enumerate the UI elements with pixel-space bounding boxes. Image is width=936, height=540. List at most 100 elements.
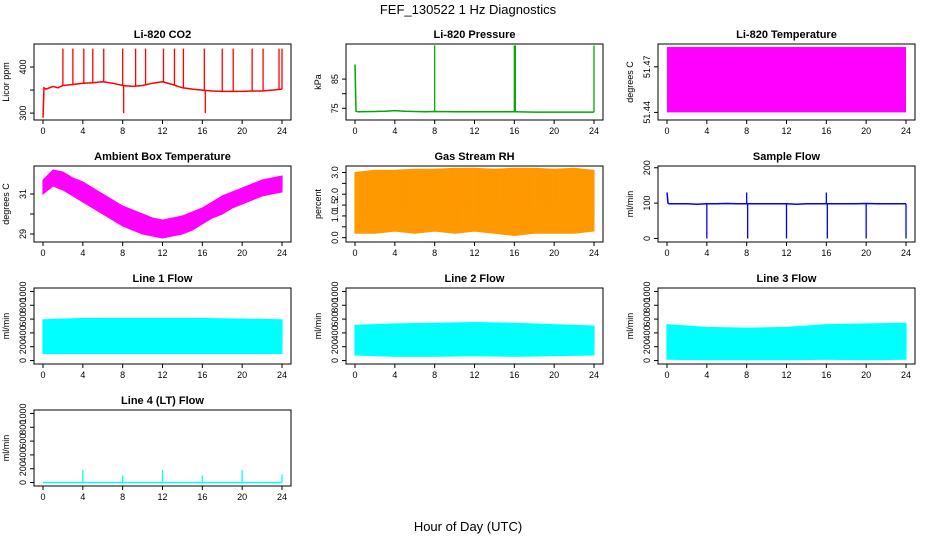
x-tick-label: 12 bbox=[781, 370, 791, 380]
x-tick-label: 12 bbox=[781, 126, 791, 136]
x-tick-label: 16 bbox=[197, 492, 207, 502]
y-tick-label: 3.0 bbox=[330, 166, 340, 179]
panel-data bbox=[666, 47, 907, 113]
panel-data bbox=[666, 192, 907, 239]
panel-frame bbox=[345, 43, 604, 121]
x-tick-label: 4 bbox=[704, 126, 709, 136]
x-tick-label: 20 bbox=[861, 126, 871, 136]
x-tick-label: 12 bbox=[157, 370, 167, 380]
figure-x-axis-label: Hour of Day (UTC) bbox=[414, 519, 522, 534]
x-tick-label: 0 bbox=[40, 248, 45, 258]
x-tick-label: 0 bbox=[40, 370, 45, 380]
y-tick-label: 600 bbox=[642, 312, 652, 327]
x-tick-label: 24 bbox=[589, 126, 599, 136]
x-tick-label: 12 bbox=[469, 248, 479, 258]
panel-title: Li-820 Temperature bbox=[736, 29, 837, 41]
y-tick-label: 51.44 bbox=[642, 101, 652, 124]
x-tick-label: 0 bbox=[40, 492, 45, 502]
panel-title: Ambient Box Temperature bbox=[94, 151, 231, 163]
panel-title: Sample Flow bbox=[753, 151, 821, 163]
x-tick-label: 16 bbox=[197, 370, 207, 380]
x-tick-label: 8 bbox=[432, 248, 437, 258]
y-tick-label: 0 bbox=[18, 358, 28, 363]
y-tick-label: 400 bbox=[330, 325, 340, 340]
x-tick-label: 0 bbox=[664, 370, 669, 380]
y-tick-label: 1000 bbox=[18, 403, 28, 423]
x-tick-label: 12 bbox=[469, 126, 479, 136]
x-tick-label: 0 bbox=[664, 248, 669, 258]
y-tick-label: 75 bbox=[330, 103, 340, 113]
panel-line2: Line 2 Flow ml/min 0 4 8 12 16 20 24 0 20040060080… bbox=[313, 273, 604, 380]
data-series-line bbox=[42, 81, 283, 118]
x-tick-label: 4 bbox=[80, 492, 85, 502]
x-tick-label: 24 bbox=[589, 248, 599, 258]
x-tick-label: 24 bbox=[589, 370, 599, 380]
y-tick-label: 600 bbox=[18, 312, 28, 327]
y-tick-label: 400 bbox=[642, 325, 652, 340]
y-tick-label: 85 bbox=[330, 74, 340, 84]
panel-line3: Line 3 Flow ml/min 0 4 8 12 16 20 24 0 20040060080… bbox=[625, 273, 916, 380]
x-tick-label: 16 bbox=[509, 126, 519, 136]
y-tick-label: 51.47 bbox=[642, 56, 652, 79]
x-tick-label: 12 bbox=[469, 370, 479, 380]
x-tick-label: 16 bbox=[509, 370, 519, 380]
x-tick-label: 16 bbox=[197, 126, 207, 136]
x-tick-label: 8 bbox=[744, 126, 749, 136]
x-tick-label: 8 bbox=[120, 126, 125, 136]
x-tick-label: 0 bbox=[352, 370, 357, 380]
panel-y-axis-label: ml/min bbox=[313, 313, 323, 340]
y-tick-label: 1000 bbox=[642, 281, 652, 301]
panel-line1: Line 1 Flow ml/min 0 4 8 12 16 20 24 0 20040060080… bbox=[1, 273, 292, 380]
y-tick-label: 2.0 bbox=[330, 188, 340, 201]
x-tick-label: 24 bbox=[277, 492, 287, 502]
y-tick-label: 200 bbox=[330, 339, 340, 354]
x-tick-label: 4 bbox=[80, 370, 85, 380]
panel-y-axis-label: kPa bbox=[313, 74, 323, 90]
x-tick-label: 24 bbox=[277, 248, 287, 258]
panel-title: Line 4 (LT) Flow bbox=[121, 395, 204, 407]
panel-data bbox=[354, 45, 595, 113]
y-tick-label: 0 bbox=[642, 358, 652, 363]
y-tick-label: 1.5 bbox=[330, 199, 340, 212]
y-tick-label: 200 bbox=[642, 339, 652, 354]
x-tick-label: 4 bbox=[80, 126, 85, 136]
x-tick-label: 24 bbox=[901, 126, 911, 136]
panel-y-axis-label: degrees C bbox=[1, 183, 11, 225]
panel-sample_flow: Sample Flow ml/min 0 4 8 12 16 20 24 0 100 200 bbox=[625, 151, 916, 258]
x-tick-label: 8 bbox=[432, 126, 437, 136]
y-tick-label: 800 bbox=[18, 298, 28, 313]
x-tick-label: 20 bbox=[237, 126, 247, 136]
y-tick-label: 400 bbox=[18, 325, 28, 340]
x-tick-label: 4 bbox=[392, 248, 397, 258]
panel-box_temp: Ambient Box Temperature degrees C 0 4 8 12 16 2… bbox=[1, 151, 292, 258]
x-tick-label: 4 bbox=[704, 370, 709, 380]
y-tick-label: 100 bbox=[642, 196, 652, 211]
y-tick-label: 31 bbox=[18, 189, 28, 199]
panel-co2: Li-820 CO2 Licor ppm 0 4 8 12 16 20 24 300 400 bbox=[1, 29, 292, 136]
y-tick-label: 800 bbox=[642, 298, 652, 313]
y-tick-label: 0.0 bbox=[330, 231, 340, 244]
y-tick-label: 0 bbox=[18, 480, 28, 485]
x-tick-label: 8 bbox=[744, 370, 749, 380]
panel-data bbox=[43, 470, 283, 484]
panel-title: Gas Stream RH bbox=[434, 151, 514, 163]
y-tick-label: 400 bbox=[18, 60, 28, 75]
y-tick-label: 29 bbox=[18, 229, 28, 239]
y-tick-label: 600 bbox=[18, 434, 28, 449]
y-tick-label: 300 bbox=[18, 106, 28, 121]
y-tick-label: 800 bbox=[18, 420, 28, 435]
data-series-line bbox=[666, 192, 906, 205]
figure-title: FEF_130522 1 Hz Diagnostics bbox=[380, 2, 557, 17]
panel-data bbox=[42, 48, 283, 118]
x-tick-label: 8 bbox=[120, 370, 125, 380]
panel-line4: Line 4 (LT) Flow ml/min 0 4 8 12 16 20 24 0 200400… bbox=[1, 395, 292, 502]
x-tick-label: 4 bbox=[704, 248, 709, 258]
x-tick-label: 20 bbox=[237, 492, 247, 502]
x-tick-label: 4 bbox=[80, 248, 85, 258]
x-tick-label: 8 bbox=[432, 370, 437, 380]
data-series-line bbox=[354, 64, 594, 113]
panel-y-axis-label: percent bbox=[313, 188, 323, 219]
y-tick-label: 1000 bbox=[18, 281, 28, 301]
panel-y-axis-label: ml/min bbox=[625, 313, 635, 340]
y-tick-label: 0 bbox=[642, 236, 652, 241]
